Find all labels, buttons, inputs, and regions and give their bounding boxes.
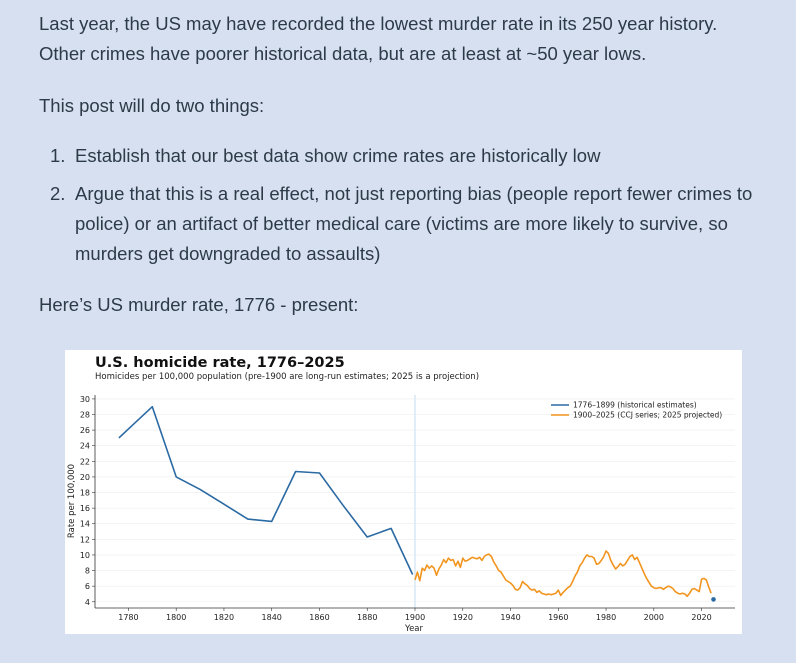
y-tick-label: 6 — [85, 582, 90, 591]
projection-point — [711, 597, 716, 602]
y-tick-label: 18 — [80, 489, 90, 498]
y-tick-label: 14 — [80, 520, 90, 529]
ordered-list: 1. Establish that our best data show cri… — [39, 141, 779, 277]
y-tick-label: 22 — [80, 457, 90, 466]
intro-line-1: Last year, the US may have recorded the … — [39, 13, 718, 34]
y-tick-label: 4 — [85, 598, 90, 607]
x-tick-label: 2000 — [644, 613, 664, 622]
homicide-chart: U.S. homicide rate, 1776–2025 Homicides … — [67, 355, 735, 634]
x-tick-label: 1960 — [548, 613, 568, 622]
y-axis-label: Rate per 100,000 — [67, 464, 77, 538]
list-item-text: Argue that this is a real effect, not ju… — [75, 183, 753, 264]
y-tick-label: 28 — [80, 411, 90, 420]
x-tick-label: 1840 — [262, 613, 282, 622]
y-tick-label: 20 — [80, 473, 90, 482]
y-tick-label: 12 — [80, 535, 90, 544]
y-tick-label: 16 — [80, 504, 90, 513]
y-tick-label: 26 — [80, 426, 90, 435]
series-line-1 — [118, 405, 414, 575]
x-tick-label: 1980 — [596, 613, 616, 622]
chart-image: U.S. homicide rate, 1776–2025 Homicides … — [65, 350, 742, 634]
y-tick-label: 24 — [80, 442, 90, 451]
list-intro-paragraph: This post will do two things: — [39, 95, 265, 116]
x-tick-label: 2020 — [691, 613, 711, 622]
chart-intro-paragraph: Here’s US murder rate, 1776 - present: — [39, 294, 359, 315]
x-tick-label: 1820 — [214, 613, 234, 622]
x-tick-label: 1920 — [453, 613, 473, 622]
intro-line-2: Other crimes have poorer historical data… — [39, 43, 647, 64]
list-item-text: Establish that our best data show crime … — [75, 145, 601, 166]
chart-subtitle: Homicides per 100,000 population (pre-19… — [95, 372, 479, 382]
y-tick-label: 8 — [85, 567, 90, 576]
legend-label: 1900–2025 (CCJ series; 2025 projected) — [573, 411, 722, 420]
x-tick-label: 1900 — [405, 613, 425, 622]
y-tick-label: 10 — [80, 551, 90, 560]
list-item: 2. Argue that this is a real effect, not… — [39, 179, 779, 269]
list-item: 1. Establish that our best data show cri… — [39, 141, 779, 171]
series — [118, 405, 716, 602]
legend: 1776–1899 (historical estimates)1900–202… — [551, 401, 722, 420]
x-tick-label: 1780 — [118, 613, 138, 622]
list-number: 1. — [50, 145, 66, 166]
list-number: 2. — [50, 183, 66, 204]
chart-title: U.S. homicide rate, 1776–2025 — [95, 355, 345, 371]
x-tick-label: 1800 — [166, 613, 186, 622]
y-tick-label: 30 — [80, 395, 90, 404]
series-line-2 — [414, 550, 712, 598]
intro-paragraph: Last year, the US may have recorded the … — [39, 9, 779, 69]
legend-label: 1776–1899 (historical estimates) — [573, 401, 697, 410]
x-tick-label: 1880 — [357, 613, 377, 622]
x-axis-label: Year — [404, 624, 424, 634]
x-tick-label: 1940 — [500, 613, 520, 622]
x-tick-label: 1860 — [309, 613, 329, 622]
grid — [95, 395, 735, 608]
